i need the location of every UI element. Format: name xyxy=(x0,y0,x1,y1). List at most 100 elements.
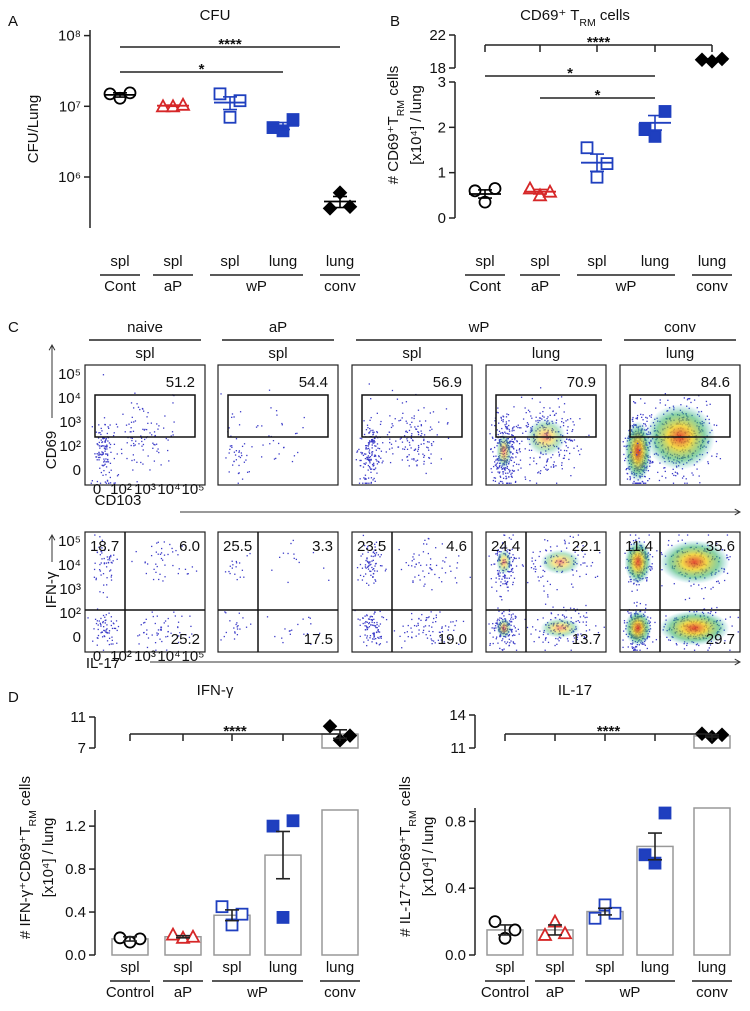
event-dot xyxy=(367,639,369,641)
event-dot xyxy=(501,599,503,601)
event-dot xyxy=(418,453,420,455)
event-dot xyxy=(372,555,374,558)
event-dot xyxy=(360,459,362,462)
event-dot xyxy=(156,450,158,452)
event-dot xyxy=(578,612,580,615)
event-dot xyxy=(527,409,530,411)
event-dot xyxy=(577,634,579,636)
event-dot xyxy=(371,447,373,449)
event-dot xyxy=(515,557,517,560)
event-dot xyxy=(367,447,370,450)
event-dot xyxy=(496,552,498,555)
significance-label: **** xyxy=(223,723,247,740)
event-dot xyxy=(164,564,166,566)
event-dot xyxy=(456,582,458,584)
event-dot xyxy=(546,461,548,463)
event-dot xyxy=(231,446,233,449)
event-dot xyxy=(373,439,375,442)
event-dot xyxy=(369,431,371,433)
event-dot xyxy=(729,616,731,618)
event-dot xyxy=(512,581,514,584)
event-dot xyxy=(411,421,413,423)
event-dot xyxy=(645,416,647,419)
event-dot xyxy=(692,474,694,476)
event-dot xyxy=(233,460,235,463)
event-dot xyxy=(627,610,629,613)
point xyxy=(588,911,602,925)
event-dot xyxy=(363,575,365,578)
event-dot xyxy=(107,458,109,461)
event-dot xyxy=(291,460,294,463)
event-dot xyxy=(374,565,376,567)
event-dot xyxy=(719,458,722,460)
event-dot xyxy=(368,622,371,624)
event-dot xyxy=(667,399,669,401)
event-dot xyxy=(276,414,278,416)
tissue-label: spl xyxy=(402,345,421,362)
event-dot xyxy=(552,410,554,412)
event-dot xyxy=(573,607,575,610)
event-dot xyxy=(235,560,238,563)
event-dot xyxy=(363,462,365,465)
event-dot xyxy=(504,424,506,426)
event-dot xyxy=(181,545,183,547)
event-dot xyxy=(106,453,109,455)
event-dot xyxy=(246,454,248,457)
flow-x-tick: 10³ xyxy=(134,648,156,665)
event-dot xyxy=(503,610,505,613)
x-tick-label: spl xyxy=(545,959,564,976)
event-dot xyxy=(234,631,236,633)
event-dot xyxy=(380,635,383,638)
event-dot xyxy=(159,553,162,555)
y-tick-label: 3 xyxy=(438,74,446,91)
event-dot xyxy=(94,562,96,564)
event-dot xyxy=(698,475,700,477)
event-dot xyxy=(511,635,514,637)
event-dot xyxy=(535,568,537,570)
event-dot xyxy=(658,479,661,482)
event-dot xyxy=(388,431,391,433)
event-dot xyxy=(426,446,428,448)
event-dot xyxy=(502,482,504,484)
event-dot xyxy=(558,453,561,456)
event-dot xyxy=(367,551,369,553)
event-dot xyxy=(494,563,496,565)
event-dot xyxy=(366,482,368,484)
event-dot xyxy=(168,460,170,462)
point xyxy=(322,201,338,216)
event-dot xyxy=(236,626,238,628)
event-dot xyxy=(512,559,514,561)
event-dot xyxy=(489,642,491,645)
event-dot xyxy=(102,591,104,594)
event-dot xyxy=(370,471,372,473)
event-dot xyxy=(506,467,508,470)
event-dot xyxy=(644,644,646,646)
event-dot xyxy=(372,568,374,571)
event-dot xyxy=(310,643,312,645)
y-tick-label: 1.2 xyxy=(65,818,86,835)
flow-x-tick: 10³ xyxy=(134,481,156,498)
event-dot xyxy=(155,571,157,574)
event-dot xyxy=(504,580,506,582)
event-dot xyxy=(494,480,497,482)
event-dot xyxy=(581,550,584,552)
event-dot xyxy=(405,430,407,433)
event-dot xyxy=(495,463,497,465)
event-dot xyxy=(563,539,566,541)
event-dot xyxy=(95,456,97,458)
event-dot xyxy=(359,574,362,577)
event-dot xyxy=(111,562,113,564)
event-dot xyxy=(128,423,130,425)
event-dot xyxy=(372,440,374,442)
event-dot xyxy=(542,633,545,636)
event-dot xyxy=(499,480,502,483)
event-dot xyxy=(146,416,148,418)
event-dot xyxy=(141,440,143,443)
event-dot xyxy=(378,631,381,633)
point xyxy=(133,932,147,946)
event-dot xyxy=(502,638,504,640)
event-dot xyxy=(156,632,158,634)
event-dot xyxy=(429,412,431,414)
event-dot xyxy=(659,402,661,404)
event-dot xyxy=(184,568,187,571)
